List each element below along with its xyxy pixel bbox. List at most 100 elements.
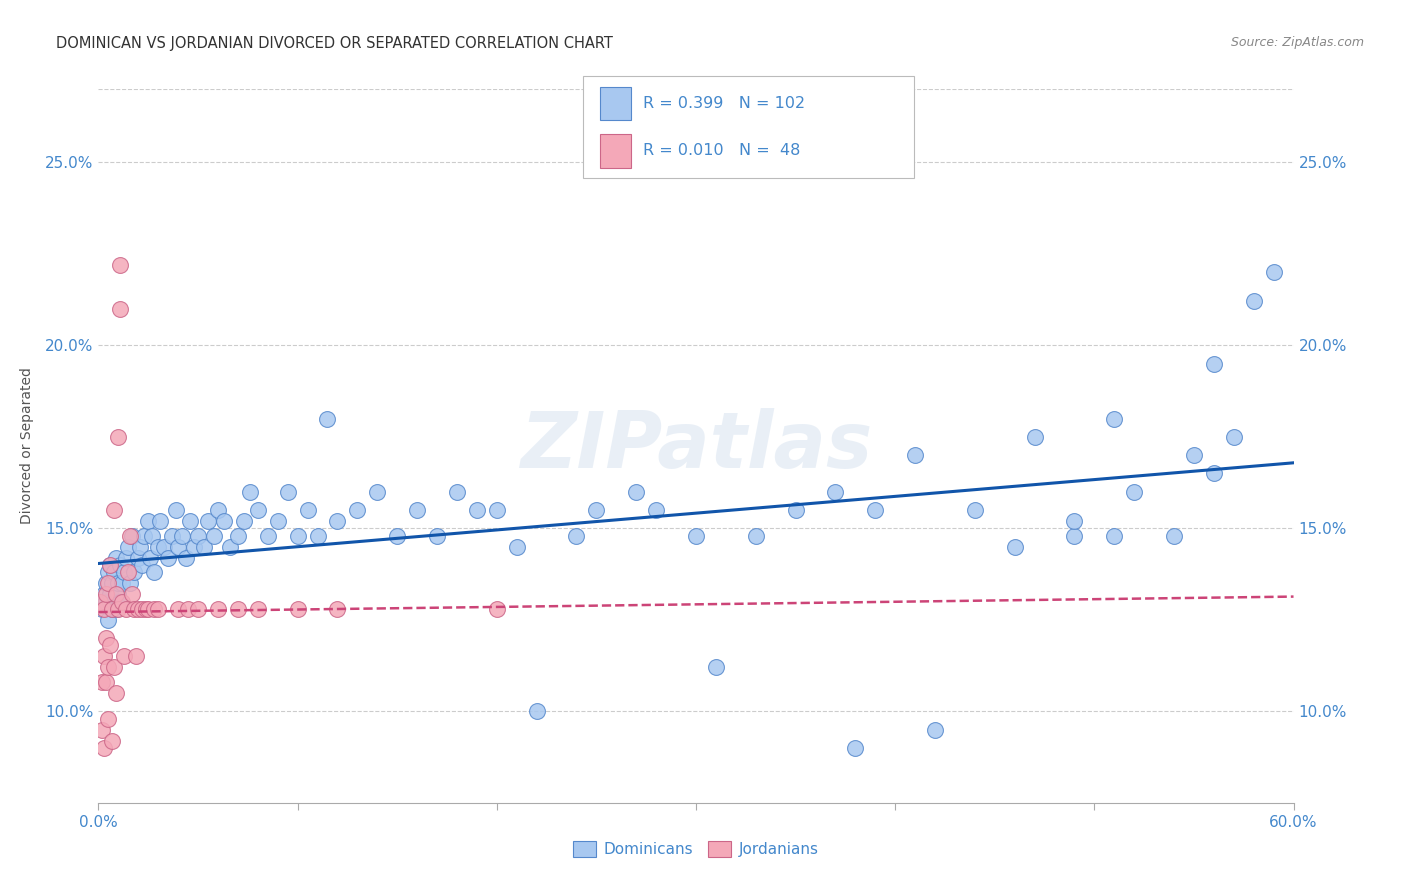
Point	[107, 587, 129, 601]
Point	[316, 411, 339, 425]
Point	[98, 558, 122, 572]
Point	[124, 602, 146, 616]
Point	[141, 529, 163, 543]
Point	[103, 566, 125, 580]
Point	[179, 514, 201, 528]
Point	[91, 675, 114, 690]
Point	[107, 576, 129, 591]
Y-axis label: Divorced or Separated: Divorced or Separated	[20, 368, 34, 524]
Point	[131, 602, 153, 616]
Point	[125, 649, 148, 664]
Point	[115, 550, 138, 565]
Point	[101, 576, 124, 591]
Point	[326, 602, 349, 616]
Point	[506, 540, 529, 554]
Point	[865, 503, 887, 517]
Point	[93, 649, 115, 664]
Point	[98, 639, 122, 653]
Point	[346, 503, 368, 517]
Text: R = 0.010   N =  48: R = 0.010 N = 48	[643, 144, 800, 158]
Point	[96, 576, 118, 591]
Point	[565, 529, 588, 543]
Point	[91, 602, 114, 616]
Point	[174, 550, 197, 565]
Point	[256, 529, 278, 543]
Point	[287, 529, 309, 543]
Point	[117, 566, 139, 580]
Point	[246, 602, 269, 616]
Point	[143, 602, 166, 616]
Point	[1263, 265, 1285, 279]
Point	[153, 540, 176, 554]
Text: R = 0.399   N = 102: R = 0.399 N = 102	[643, 96, 804, 111]
Point	[129, 540, 152, 554]
Point	[143, 566, 166, 580]
Point	[1243, 294, 1265, 309]
Point	[267, 514, 290, 528]
Point	[844, 740, 866, 755]
Point	[105, 686, 128, 700]
Point	[105, 587, 128, 601]
Point	[96, 587, 118, 601]
Point	[136, 602, 159, 616]
Point	[219, 540, 242, 554]
Point	[1202, 357, 1225, 371]
Point	[120, 576, 142, 591]
Point	[124, 566, 146, 580]
Point	[120, 529, 142, 543]
Point	[165, 503, 187, 517]
Point	[89, 594, 111, 608]
Point	[207, 503, 229, 517]
Point	[160, 529, 183, 543]
Point	[226, 602, 249, 616]
Point	[385, 529, 409, 543]
Point	[112, 649, 135, 664]
Point	[226, 529, 249, 543]
Point	[187, 529, 209, 543]
Point	[246, 503, 269, 517]
Point	[148, 602, 170, 616]
Point	[1163, 529, 1185, 543]
Point	[307, 529, 329, 543]
Point	[745, 529, 768, 543]
Point	[96, 675, 118, 690]
Point	[485, 503, 508, 517]
Point	[98, 594, 122, 608]
Point	[1104, 529, 1126, 543]
Point	[93, 587, 115, 601]
Point	[1004, 540, 1026, 554]
Point	[1223, 430, 1246, 444]
Point	[101, 733, 124, 747]
Point	[239, 484, 262, 499]
Point	[197, 514, 219, 528]
Point	[924, 723, 946, 737]
Point	[526, 704, 548, 718]
Point	[157, 550, 180, 565]
Point	[96, 631, 118, 645]
Point	[149, 514, 172, 528]
Point	[97, 576, 120, 591]
Point	[626, 484, 648, 499]
Point	[963, 503, 986, 517]
Point	[121, 529, 143, 543]
Point	[212, 514, 235, 528]
Point	[904, 448, 927, 462]
Point	[110, 594, 132, 608]
Point	[112, 566, 135, 580]
Point	[98, 587, 122, 601]
Point	[127, 602, 149, 616]
Point	[103, 503, 125, 517]
Point	[1202, 467, 1225, 481]
Point	[287, 602, 309, 616]
Point	[465, 503, 488, 517]
Point	[96, 594, 118, 608]
Text: ZIPatlas: ZIPatlas	[520, 408, 872, 484]
Point	[110, 558, 132, 572]
Point	[207, 602, 229, 616]
Point	[103, 594, 125, 608]
Point	[111, 594, 134, 608]
Point	[107, 602, 129, 616]
Point	[117, 540, 139, 554]
Point	[127, 550, 149, 565]
Point	[193, 540, 215, 554]
